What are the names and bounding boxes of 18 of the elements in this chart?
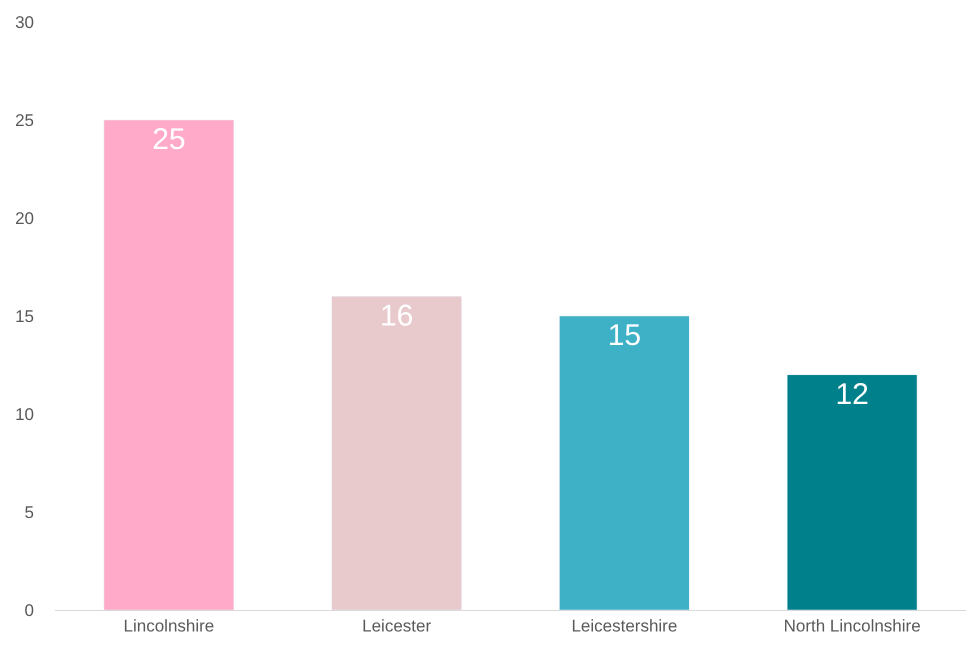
x-tick-label: Lincolnshire <box>124 616 214 636</box>
x-tick-label: Leicester <box>362 616 432 636</box>
x-tick-label: Leicestershire <box>571 616 678 636</box>
bar <box>559 316 690 610</box>
y-tick-label: 15 <box>15 306 34 326</box>
y-tick-label: 25 <box>15 110 34 130</box>
y-tick-label: 20 <box>15 208 34 228</box>
y-tick-label: 30 <box>15 12 34 32</box>
data-label: 12 <box>835 378 869 411</box>
x-tick-label: North Lincolnshire <box>784 616 921 636</box>
data-label: 25 <box>152 123 186 156</box>
bar <box>104 120 234 610</box>
data-label: 15 <box>608 319 642 352</box>
bar <box>331 296 462 610</box>
y-tick-label: 0 <box>24 600 34 620</box>
y-tick-label: 10 <box>15 404 34 424</box>
y-tick-label: 5 <box>24 502 34 522</box>
bar <box>786 374 918 610</box>
